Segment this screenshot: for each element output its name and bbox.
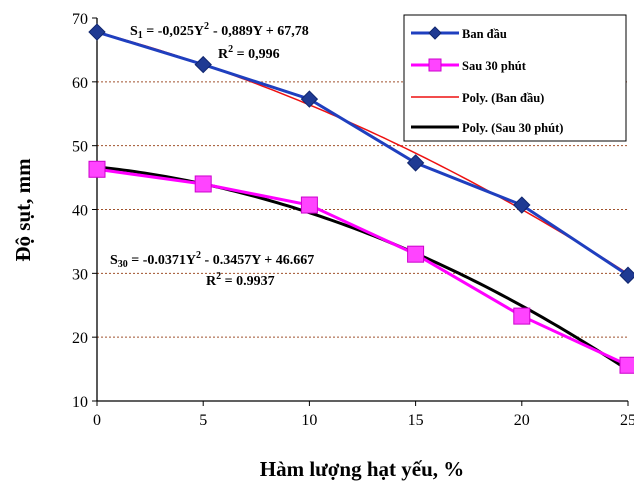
equation-ban-dau: S1 = -0,025Y2 - 0,889Y + 67,78 (130, 21, 309, 41)
data-point-ban-dau-20 (513, 196, 531, 214)
eq2-sup: 2 (196, 250, 201, 261)
x-tick-label-15: 15 (408, 412, 424, 429)
series-line-ban-dau (96, 30, 629, 277)
data-point-sau-30-phut-5 (194, 175, 212, 193)
legend-item-poly-sau-30-phut: Poly. (Sau 30 phút) (411, 121, 563, 135)
x-tick-label-25: 25 (620, 412, 634, 429)
y-tick-label-20: 20 (72, 330, 88, 347)
trendline-poly-sau-30-phut (96, 165, 629, 372)
data-point-ban-dau-15 (406, 154, 425, 172)
eq2-b: - 0.3457Y + 46.667 (201, 253, 314, 268)
x-tick-label-0: 0 (93, 412, 101, 429)
data-point-ban-dau-25 (619, 266, 634, 284)
eq1-a: = -0,025Y (143, 24, 204, 39)
series-line-sau-30-phut (96, 167, 629, 367)
eq1-sup: 2 (204, 21, 209, 32)
legend-label-poly-sau-30-phut: Poly. (Sau 30 phút) (462, 121, 563, 135)
data-point-sau-30-phut-15 (407, 245, 425, 263)
eq1-r-sup: 2 (228, 44, 233, 55)
eq2-sub: 30 (118, 259, 128, 270)
grid-layer (97, 81, 628, 338)
legend-item-sau-30-phut: Sau 30 phút (411, 58, 527, 73)
y-tick-label-50: 50 (72, 139, 88, 156)
legend-item-ban-dau: Ban đầu (411, 26, 507, 41)
data-point-sau-30-phut-0 (88, 160, 106, 178)
legend-item-poly-ban-dau: Poly. (Ban đầu) (411, 91, 544, 105)
r2-ban-dau: R2 = 0,996 (218, 44, 280, 62)
eq2-a: = -0.0371Y (128, 253, 196, 268)
ticks-layer: 10 20 30 40 50 60 70 0 5 10 15 20 25 (72, 11, 634, 429)
legend-label-sau-30-phut: Sau 30 phút (462, 59, 527, 73)
equation-sau-30-phut: S30 = -0.0371Y2 - 0.3457Y + 46.667 (110, 250, 314, 270)
eq1-s: S (130, 24, 138, 39)
y-tick-label-30: 30 (72, 266, 88, 283)
eq1-r: R (218, 47, 229, 62)
x-axis-title: Hàm lượng hạt yếu, % (260, 457, 465, 481)
x-tick-label-5: 5 (199, 412, 207, 429)
eq1-b: - 0,889Y + 67,78 (213, 24, 309, 39)
eq2-r-val: = 0.9937 (221, 274, 274, 289)
eq2-r-sup: 2 (216, 271, 221, 282)
legend-label-poly-ban-dau: Poly. (Ban đầu) (462, 91, 544, 105)
legend-label-ban-dau: Ban đầu (462, 27, 507, 41)
eq1-sub: 1 (138, 30, 143, 41)
data-point-sau-30-phut-25 (619, 356, 634, 374)
legend-box (403, 14, 627, 142)
eq2-s: S (110, 253, 118, 268)
y-axis-title: Độ sụt, mm (11, 158, 35, 262)
y-tick-label-60: 60 (72, 75, 88, 92)
x-tick-label-10: 10 (301, 412, 317, 429)
legend: Ban đầu Sau 30 phút Poly. (Ban đầu) Poly… (403, 14, 627, 142)
data-point-ban-dau-0 (88, 23, 106, 41)
x-tick-label-20: 20 (514, 412, 530, 429)
data-point-ban-dau-10 (300, 90, 319, 108)
r2-sau-30-phut: R2 = 0.9937 (206, 271, 275, 289)
eq1-r-val: = 0,996 (233, 47, 279, 62)
eq2-r: R (206, 274, 217, 289)
data-point-sau-30-phut-20 (513, 307, 531, 325)
legend-square-marker (428, 58, 442, 72)
y-tick-label-40: 40 (72, 203, 88, 220)
series-layer (88, 23, 634, 374)
y-tick-label-10: 10 (72, 394, 88, 411)
y-tick-label-70: 70 (72, 11, 88, 28)
data-point-sau-30-phut-10 (300, 196, 318, 214)
legend-diamond-marker (428, 26, 442, 40)
data-point-ban-dau-5 (194, 55, 212, 74)
